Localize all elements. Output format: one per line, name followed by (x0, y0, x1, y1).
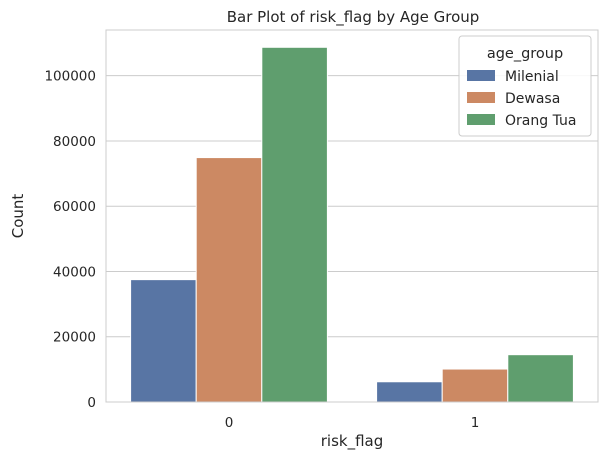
x-tick-label: 0 (225, 415, 234, 431)
legend: age_group Milenial Dewasa Orang Tua (458, 35, 592, 137)
legend-box (458, 35, 592, 137)
bar-orang-tua-1 (507, 354, 574, 403)
y-tick-label: 100000 (44, 69, 96, 85)
y-axis-ticks: 0 20000 40000 60000 80000 100000 (44, 69, 96, 411)
legend-title: age_group (487, 46, 563, 62)
bars (130, 46, 574, 403)
x-axis-label: risk_flag (321, 432, 384, 451)
bar-orang-tua-0 (261, 46, 328, 403)
bar-dewasa-0 (195, 157, 263, 403)
legend-label: Dewasa (505, 91, 560, 107)
y-axis-label: Count (9, 194, 27, 239)
legend-swatch (467, 70, 495, 81)
chart-title: Bar Plot of risk_flag by Age Group (227, 8, 480, 27)
bar-dewasa-1 (441, 368, 509, 403)
x-tick-label: 1 (471, 415, 480, 431)
y-tick-label: 80000 (53, 134, 96, 150)
legend-items: Milenial Dewasa Orang Tua (467, 69, 576, 129)
y-tick-label: 40000 (53, 264, 96, 280)
y-tick-label: 20000 (53, 330, 96, 346)
legend-label: Orang Tua (505, 113, 576, 129)
plot-border (105, 29, 599, 403)
y-tick-label: 0 (87, 395, 96, 411)
y-tick-label: 60000 (53, 199, 96, 215)
bar-milenial-1 (376, 381, 443, 403)
legend-label: Milenial (505, 69, 559, 85)
legend-swatch (467, 114, 495, 125)
legend-swatch (467, 92, 495, 103)
bar-milenial-0 (130, 279, 197, 403)
